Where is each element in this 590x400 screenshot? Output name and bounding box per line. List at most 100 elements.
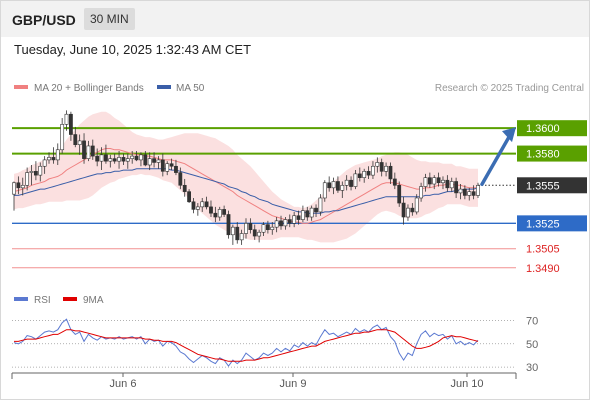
candle-body-up xyxy=(331,181,336,189)
candle-body-down xyxy=(392,178,397,186)
candle-body-down xyxy=(73,134,78,145)
candle xyxy=(64,110,69,131)
candle-body-down xyxy=(287,219,292,224)
candle-body-down xyxy=(213,212,218,218)
level-label-1.3505: 1.3505 xyxy=(526,244,560,256)
level-labels: 1.3600 1.3580 1.3525 1.3505 1.3490 1.3555 xyxy=(517,120,587,275)
candle xyxy=(226,210,231,239)
candle xyxy=(458,184,463,200)
candle-body-up xyxy=(60,124,65,151)
x-tick-label: Jun 10 xyxy=(450,378,483,390)
candle xyxy=(305,206,310,221)
candle xyxy=(139,152,143,167)
candle-body-up xyxy=(344,179,349,186)
candle xyxy=(125,153,130,169)
candle-body-up xyxy=(99,154,104,162)
candle xyxy=(344,175,349,191)
rsi-grid xyxy=(12,319,516,368)
candle-body-down xyxy=(104,154,108,162)
ma9-line xyxy=(14,329,479,362)
candle xyxy=(248,218,253,234)
candle-body-up xyxy=(77,140,82,145)
level-box-1.3600 xyxy=(517,120,587,137)
candle-body-down xyxy=(336,181,340,191)
candle xyxy=(134,151,139,162)
candle xyxy=(200,197,205,212)
candle xyxy=(160,153,165,177)
rsi-legend-label: RSI xyxy=(34,295,51,306)
candle xyxy=(296,210,301,225)
candle xyxy=(371,161,375,179)
rsi-tick-70: 70 xyxy=(526,315,538,327)
candle xyxy=(235,222,240,244)
candle xyxy=(257,229,262,243)
candle-body-down xyxy=(388,165,393,180)
candle xyxy=(244,218,248,239)
candle xyxy=(366,166,371,179)
candle xyxy=(375,157,380,173)
candle xyxy=(445,175,450,192)
x-tick-label: Jun 6 xyxy=(110,378,137,390)
candle-body-down xyxy=(226,214,231,236)
candle-body-up xyxy=(270,226,275,231)
candle-body-up xyxy=(371,165,375,176)
candle xyxy=(25,167,30,191)
candle-body-up xyxy=(12,182,16,195)
candle xyxy=(12,181,16,211)
candle-body-down xyxy=(314,207,318,213)
candle xyxy=(69,111,73,141)
candle-body-up xyxy=(125,158,130,162)
candle xyxy=(16,176,21,195)
candle xyxy=(449,177,454,192)
timeframe-badge[interactable]: 30 MIN xyxy=(84,8,135,30)
candle-body-up xyxy=(20,184,25,189)
candle xyxy=(432,175,437,190)
candle-body-down xyxy=(209,206,213,214)
rsi-tick-50: 50 xyxy=(526,339,538,351)
candle-body-up xyxy=(64,113,69,125)
candle-body-up xyxy=(449,181,454,189)
candle xyxy=(441,176,445,190)
level-lines xyxy=(12,127,516,269)
candle xyxy=(147,152,152,171)
candle xyxy=(462,185,467,200)
rsi-lines xyxy=(13,318,479,367)
candle-body-down xyxy=(82,140,86,159)
candle-body-down xyxy=(134,155,139,161)
candle-body-up xyxy=(156,159,161,163)
candle-body-up xyxy=(318,197,323,213)
last-price-box xyxy=(517,177,587,194)
candle-body-down xyxy=(69,113,73,135)
candle xyxy=(427,172,432,188)
candle-body-up xyxy=(239,233,244,241)
candle xyxy=(287,214,292,228)
candle-body-down xyxy=(410,207,415,213)
ma20-legend-swatch xyxy=(14,85,28,89)
candle xyxy=(60,118,65,154)
candle-body-down xyxy=(191,201,196,210)
candle xyxy=(340,181,345,198)
rsi-legend: RSI 9MA xyxy=(14,295,104,306)
candle-body-down xyxy=(174,165,178,173)
candle-body-down xyxy=(349,179,353,187)
candle-body-up xyxy=(467,191,472,196)
candle xyxy=(327,176,332,192)
candle xyxy=(388,162,393,185)
candle-body-down xyxy=(265,224,270,231)
candle-body-up xyxy=(432,177,437,185)
candle-body-up xyxy=(200,201,205,208)
candle xyxy=(108,154,113,168)
candle-body-up xyxy=(47,157,51,161)
forecast-arrow xyxy=(478,127,516,187)
level-box-1.3580 xyxy=(517,145,587,162)
header-bar: GBP/USD 30 MIN xyxy=(1,1,589,37)
candle xyxy=(112,153,117,164)
candle xyxy=(397,181,402,207)
candle-body-down xyxy=(182,184,187,192)
candle xyxy=(95,148,100,167)
candle xyxy=(454,177,459,198)
forecast-arrow-head xyxy=(502,127,516,143)
price-legend: MA 20 + Bollinger Bands MA 50 Research ©… xyxy=(14,83,584,94)
candle-body-up xyxy=(322,182,327,199)
